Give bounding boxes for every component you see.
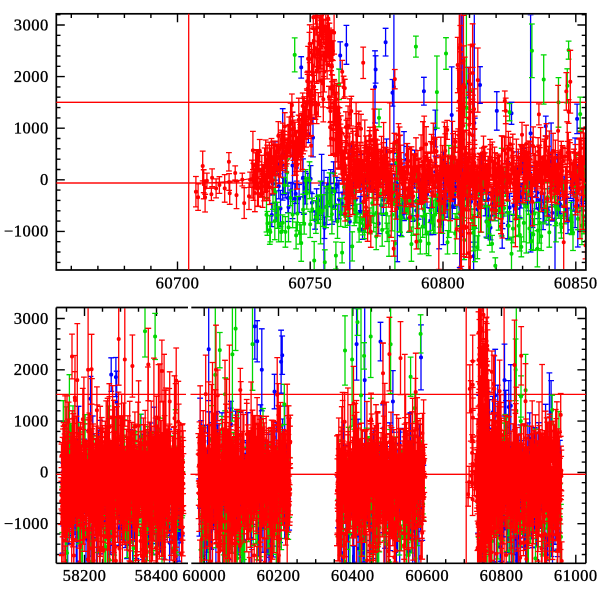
svg-text:2000: 2000: [14, 67, 49, 86]
svg-text:0: 0: [40, 463, 49, 482]
svg-text:60000: 60000: [182, 566, 226, 585]
svg-text:58400: 58400: [135, 566, 179, 585]
svg-text:61000: 61000: [554, 566, 598, 585]
svg-text:60750: 60750: [288, 274, 332, 293]
svg-text:−1000: −1000: [4, 514, 49, 533]
svg-text:−1000: −1000: [4, 222, 49, 241]
svg-text:0: 0: [40, 170, 49, 189]
svg-text:1000: 1000: [14, 119, 49, 138]
svg-text:60200: 60200: [257, 566, 301, 585]
svg-text:60700: 60700: [156, 274, 200, 293]
svg-text:60800: 60800: [480, 566, 524, 585]
svg-text:3000: 3000: [14, 15, 49, 34]
svg-text:60850: 60850: [554, 274, 598, 293]
svg-text:60600: 60600: [405, 566, 449, 585]
svg-text:3000: 3000: [14, 309, 49, 328]
svg-text:60800: 60800: [421, 274, 465, 293]
svg-text:58200: 58200: [63, 566, 107, 585]
svg-text:2000: 2000: [14, 360, 49, 379]
svg-text:1000: 1000: [14, 411, 49, 430]
svg-text:60400: 60400: [331, 566, 375, 585]
